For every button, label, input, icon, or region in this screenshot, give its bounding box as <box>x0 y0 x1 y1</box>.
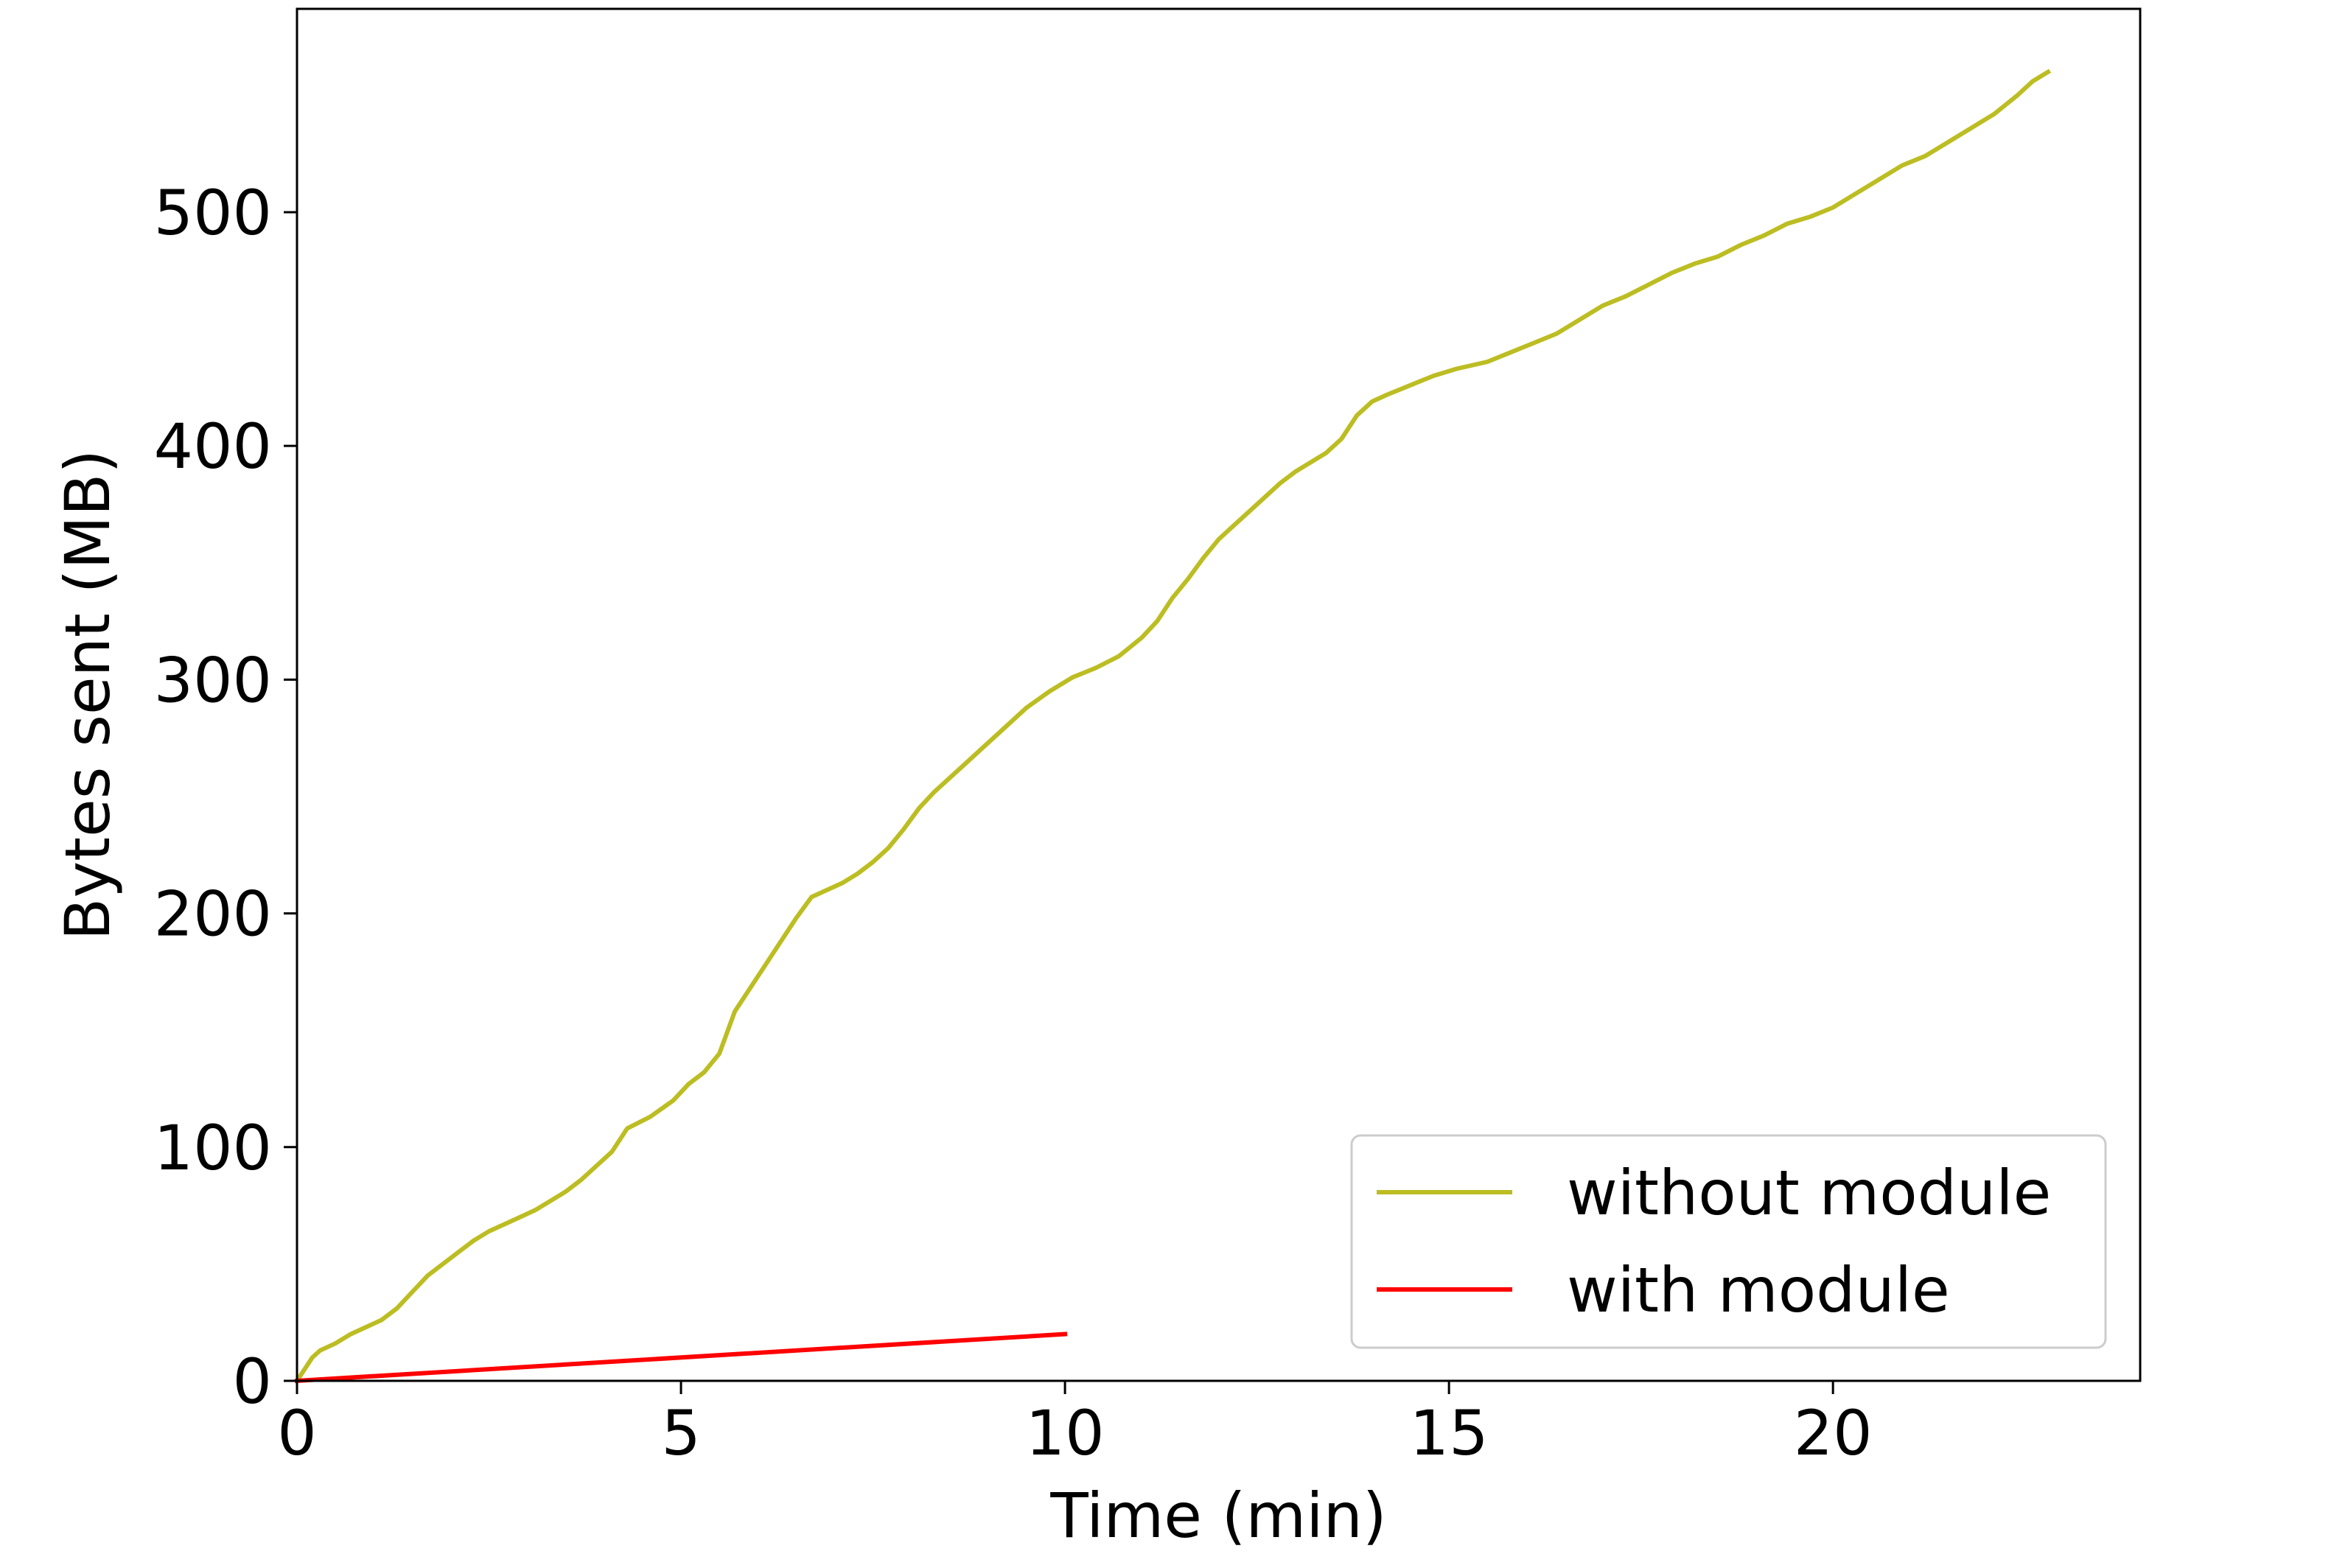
y-tick-label: 500 <box>154 177 272 249</box>
x-tick-label: 20 <box>1794 1397 1873 1469</box>
y-tick-label: 100 <box>154 1112 272 1184</box>
y-tick-label: 200 <box>154 878 272 951</box>
plot-frame <box>296 7 2142 1382</box>
legend: without module with module <box>1350 1134 2107 1349</box>
series-line-1 <box>294 1331 1068 1384</box>
series-layer <box>293 69 2052 1385</box>
x-tick-label: 5 <box>661 1397 700 1469</box>
x-tick-label: 15 <box>1410 1397 1489 1469</box>
y-tick-label: 300 <box>154 644 272 716</box>
x-axis-ticks: 0 5 10 15 20 <box>277 1381 1873 1469</box>
legend-label-1: with module <box>1567 1254 1950 1326</box>
legend-label-0: without module <box>1567 1157 2051 1229</box>
y-axis-label: Bytes sent (MB) <box>52 449 124 940</box>
y-tick-label: 400 <box>154 410 272 483</box>
series-line-0 <box>293 69 2052 1385</box>
legend-box <box>1350 1134 2107 1349</box>
y-tick-label: 0 <box>233 1345 272 1418</box>
x-axis-label: Time (min) <box>1049 1480 1386 1552</box>
y-axis-ticks: 0 100 200 300 400 500 <box>154 177 297 1418</box>
x-tick-label: 0 <box>277 1397 316 1469</box>
x-tick-label: 10 <box>1026 1397 1105 1469</box>
